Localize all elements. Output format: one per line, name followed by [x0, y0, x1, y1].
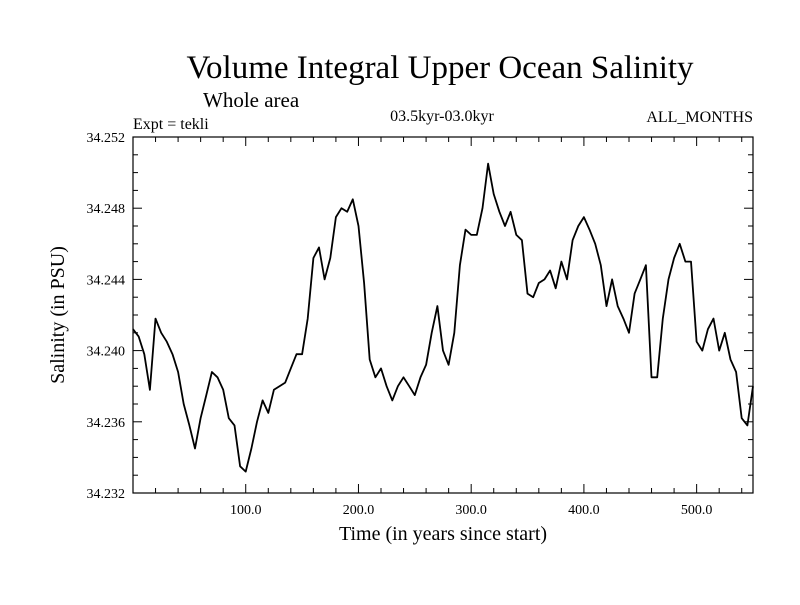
y-tick-label: 34.232	[87, 487, 126, 502]
x-tick-label: 100.0	[230, 503, 262, 518]
x-tick-label: 300.0	[455, 503, 487, 518]
chart-title: Volume Integral Upper Ocean Salinity	[186, 50, 694, 86]
chart-subtitle: Whole area	[203, 88, 300, 112]
y-tick-label: 34.252	[87, 131, 126, 146]
x-axis-label: Time (in years since start)	[339, 523, 547, 545]
y-tick-label: 34.248	[87, 202, 126, 217]
x-tick-label: 500.0	[681, 503, 713, 518]
months-label: ALL_MONTHS	[646, 109, 753, 126]
series-line-salinity	[132, 162, 754, 473]
axis-ticks: 100.0 200.0 300.0 400.0 500.0 34.232 34.236 34.…	[87, 131, 753, 518]
period-label: 03.5kyr-03.0kyr	[390, 108, 494, 125]
experiment-label: Expt = tekli	[133, 116, 209, 133]
y-tick-label: 34.240	[87, 345, 126, 360]
x-tick-label: 200.0	[343, 503, 375, 518]
plot-frame	[132, 136, 754, 494]
data-series	[132, 162, 754, 473]
y-axis-label: Salinity (in PSU)	[47, 246, 69, 384]
x-tick-label: 400.0	[568, 503, 600, 518]
y-tick-label: 34.244	[87, 273, 126, 288]
y-tick-label: 34.236	[87, 416, 126, 431]
